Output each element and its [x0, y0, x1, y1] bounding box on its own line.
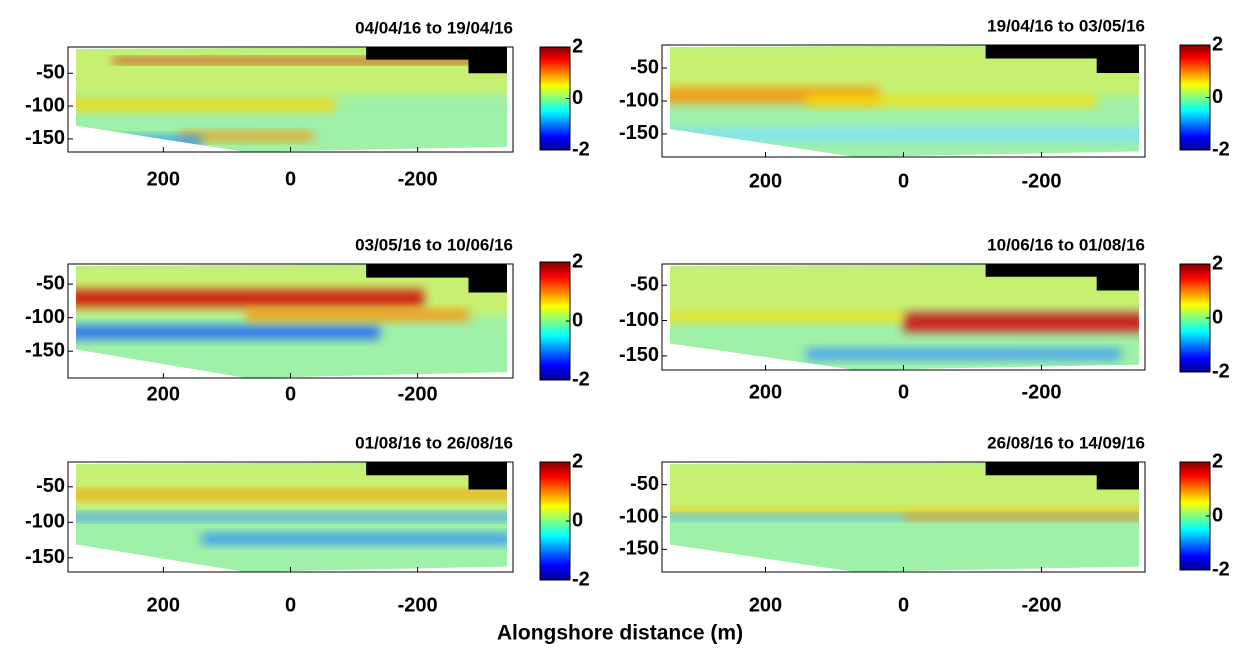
x-tick-label: -200	[1021, 594, 1061, 616]
y-tick-label: -100	[619, 89, 659, 111]
x-tick-label: 200	[147, 383, 180, 405]
y-tick-label: -50	[630, 473, 659, 495]
no-data-mask	[366, 47, 507, 74]
heatmap-field	[670, 462, 1139, 572]
field-band	[670, 508, 1139, 515]
panel-title: 04/04/16 to 19/04/16	[355, 18, 513, 37]
y-tick-label: -50	[630, 56, 659, 78]
x-tick-label: 200	[147, 168, 180, 190]
heatmap-field	[76, 264, 507, 378]
x-tick-label: -200	[398, 383, 438, 405]
y-tick-label: -100	[25, 94, 65, 116]
field-band	[76, 513, 507, 521]
heatmap-field	[76, 462, 507, 572]
no-data-mask	[985, 45, 1139, 73]
field-band	[112, 58, 491, 64]
colorbar	[1179, 461, 1211, 571]
panel-title: 03/05/16 to 10/06/16	[355, 235, 513, 254]
field-band	[76, 136, 202, 147]
x-tick-label: -200	[1021, 381, 1061, 403]
field-band	[670, 311, 904, 323]
colorbar	[539, 461, 571, 581]
colorbar	[1179, 44, 1211, 151]
colorbar-tick-label: -2	[572, 368, 590, 390]
colorbar	[1179, 263, 1211, 373]
x-tick-label: 0	[898, 170, 909, 192]
colorbar-tick-label: 2	[1212, 33, 1223, 55]
x-tick-label: 0	[898, 381, 909, 403]
no-data-mask	[366, 264, 507, 293]
colorbar-tick-label: 0	[572, 309, 583, 331]
no-data-mask	[366, 462, 507, 490]
heatmap-field	[670, 264, 1139, 370]
x-tick-label: 200	[749, 381, 782, 403]
field-band	[670, 127, 1139, 142]
x-tick-label: 200	[147, 594, 180, 616]
x-tick-label: -200	[398, 168, 438, 190]
panel-title: 26/08/16 to 14/09/16	[987, 433, 1145, 452]
colorbar-tick-label: 0	[572, 87, 583, 109]
field-band	[806, 348, 1121, 360]
x-tick-label: 0	[285, 168, 296, 190]
field-band	[201, 533, 507, 545]
y-tick-label: -150	[25, 546, 65, 568]
y-tick-label: -50	[36, 272, 65, 294]
field-band	[903, 513, 1139, 521]
colorbar-tick-label: 0	[1212, 86, 1223, 108]
no-data-mask	[985, 462, 1139, 490]
colorbar	[539, 261, 571, 381]
field-band	[179, 132, 313, 141]
colorbar-tick-label: 2	[572, 450, 583, 472]
y-tick-label: -100	[619, 505, 659, 527]
y-tick-label: -150	[25, 127, 65, 149]
y-tick-label: -150	[619, 538, 659, 560]
colorbar-tick-label: 2	[1212, 252, 1223, 274]
y-tick-label: -100	[25, 511, 65, 533]
colorbar-tick-label: 0	[572, 509, 583, 531]
colorbar-tick-label: 2	[1212, 450, 1223, 472]
panel-title: 01/08/16 to 26/08/16	[355, 433, 513, 452]
colorbar-tick-label: -2	[1212, 138, 1230, 160]
field-band	[246, 309, 469, 321]
y-tick-label: -100	[619, 309, 659, 331]
y-tick-label: -150	[619, 122, 659, 144]
colorbar-tick-label: 2	[572, 250, 583, 272]
y-tick-label: -50	[630, 273, 659, 295]
x-tick-label: -200	[1021, 170, 1061, 192]
colorbar	[539, 46, 571, 151]
panel-title: 10/06/16 to 01/08/16	[987, 235, 1145, 254]
x-axis-label: Alongshore distance (m)	[497, 622, 743, 645]
field-band	[76, 325, 380, 340]
y-tick-label: -50	[36, 475, 65, 497]
colorbar-tick-label: -2	[1212, 558, 1230, 580]
y-tick-label: -150	[619, 344, 659, 366]
field-band	[903, 312, 1139, 332]
x-tick-label: 0	[285, 383, 296, 405]
field-band	[76, 98, 335, 112]
heatmap-field	[76, 47, 507, 152]
x-tick-label: 0	[285, 594, 296, 616]
field-band	[806, 95, 1097, 107]
no-data-mask	[985, 264, 1139, 291]
x-tick-label: 200	[749, 170, 782, 192]
y-tick-label: -150	[25, 339, 65, 361]
y-tick-label: -50	[36, 62, 65, 84]
colorbar-tick-label: 2	[572, 35, 583, 57]
y-tick-label: -100	[25, 306, 65, 328]
x-tick-label: 0	[898, 594, 909, 616]
x-tick-label: 200	[749, 594, 782, 616]
colorbar-tick-label: -2	[572, 138, 590, 160]
panel-title: 19/04/16 to 03/05/16	[987, 16, 1145, 35]
x-tick-label: -200	[398, 594, 438, 616]
colorbar-tick-label: 0	[1212, 504, 1223, 526]
heatmap-field	[670, 45, 1139, 157]
colorbar-tick-label: -2	[1212, 360, 1230, 382]
colorbar-tick-label: -2	[572, 568, 590, 590]
colorbar-tick-label: 0	[1212, 306, 1223, 328]
field-band	[76, 490, 507, 500]
field-band	[76, 289, 424, 307]
